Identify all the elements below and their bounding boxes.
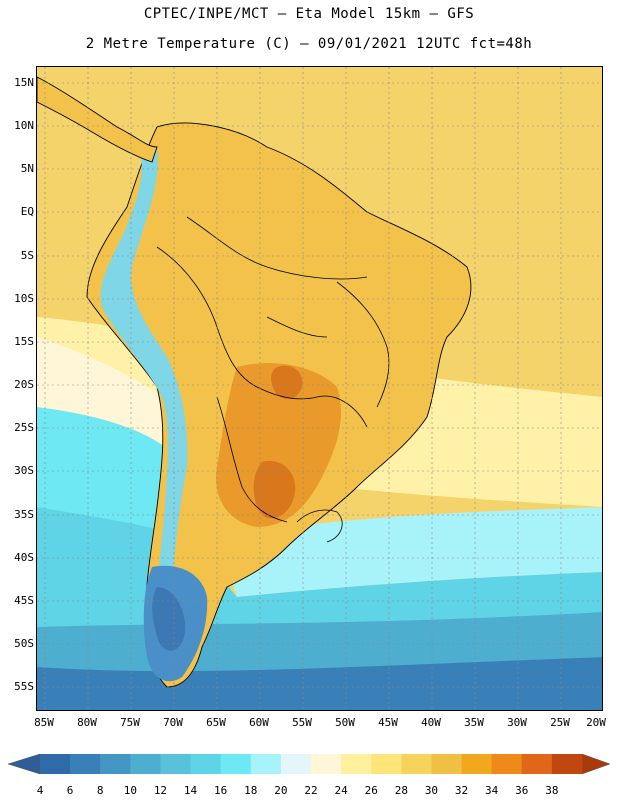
colorbar-label: 8 (97, 784, 104, 797)
hot-region-north (271, 365, 303, 399)
lon-label: 25W (550, 716, 570, 729)
lon-label: 85W (34, 716, 54, 729)
colorbar-label: 36 (515, 784, 528, 797)
colorbar-swatch (521, 754, 553, 774)
lat-label: 35S (14, 508, 34, 521)
colorbar-swatch (551, 754, 583, 774)
lat-label: 50S (14, 637, 34, 650)
colorbar-swatch (70, 754, 101, 774)
lon-label: 60W (249, 716, 269, 729)
colorbar-label: 16 (214, 784, 227, 797)
colorbar-swatch (491, 754, 523, 774)
colorbar-swatch (401, 754, 432, 774)
lon-label: 50W (335, 716, 355, 729)
colorbar-swatch (250, 754, 282, 774)
lat-label: 40S (14, 551, 34, 564)
lat-label: 15N (14, 76, 34, 89)
lon-label: 35W (464, 716, 484, 729)
lat-label: 45S (14, 594, 34, 607)
colorbar-swatch (341, 754, 372, 774)
lat-label: 20S (14, 378, 34, 391)
map-subtitle: 2 Metre Temperature (C) – 09/01/2021 12U… (85, 36, 533, 52)
colorbar-swatch (461, 754, 493, 774)
colorbar-swatch (311, 754, 342, 774)
patagonia-snow (152, 587, 186, 651)
lat-label: 10N (14, 119, 34, 132)
lon-label: 20W (586, 716, 606, 729)
lat-label: EQ (20, 205, 34, 218)
colorbar-swatch (431, 754, 462, 774)
lon-label: 80W (77, 716, 97, 729)
colorbar-swatch (160, 754, 191, 774)
lat-label: 30S (14, 464, 34, 477)
lat-label: 5N (20, 162, 34, 175)
colorbar-label: 30 (425, 784, 438, 797)
lon-label: 45W (378, 716, 398, 729)
atlantic-cool-band (217, 507, 602, 597)
colorbar-label: 24 (334, 784, 348, 797)
lat-label: 10S (14, 292, 34, 305)
colorbar-label: 34 (485, 784, 499, 797)
andes-cold-strip (100, 147, 188, 587)
lon-label: 75W (120, 716, 140, 729)
colorbar-min-arrow (7, 753, 41, 775)
lat-label: 5S (20, 249, 34, 262)
colorbar-label: 20 (274, 784, 287, 797)
lon-label: 55W (292, 716, 312, 729)
colorbar-label: 10 (124, 784, 137, 797)
colorbar-swatch (280, 754, 312, 774)
lat-label: 55S (14, 680, 34, 693)
map-canvas (37, 67, 602, 710)
hot-region-center (216, 363, 342, 527)
colorbar-max-arrow (581, 753, 611, 775)
lon-label: 65W (206, 716, 226, 729)
colorbar-label: 38 (545, 784, 558, 797)
colorbar-swatch (40, 754, 71, 774)
lat-label: 25S (14, 421, 34, 434)
polar-cold-band (37, 657, 602, 710)
colorbar-label: 12 (154, 784, 167, 797)
map-title: CPTEC/INPE/MCT – Eta Model 15km – GFS (143, 6, 475, 22)
colorbar-label: 22 (304, 784, 317, 797)
lon-label: 30W (507, 716, 527, 729)
colorbar-label: 4 (37, 784, 44, 797)
colorbar-label: 28 (395, 784, 408, 797)
colorbar-label: 18 (244, 784, 257, 797)
temperature-map (36, 66, 603, 711)
hottest-region (253, 461, 296, 519)
colorbar-label: 32 (455, 784, 468, 797)
colorbar-swatch (190, 754, 222, 774)
lon-label: 40W (421, 716, 441, 729)
lon-label: 70W (163, 716, 183, 729)
colorbar-label: 14 (184, 784, 198, 797)
colorbar-legend: 4 6 8 10 12 14 16 18 20 22 24 26 28 30 32 34 36 38 (7, 753, 611, 797)
colorbar-label: 26 (365, 784, 378, 797)
colorbar-swatch (220, 754, 252, 774)
colorbar-label: 6 (67, 784, 74, 797)
lat-label: 15S (14, 335, 34, 348)
central-america-land (37, 76, 158, 163)
colorbar-swatch (100, 754, 131, 774)
colorbar-swatch (130, 754, 161, 774)
colorbar-swatch (371, 754, 402, 774)
